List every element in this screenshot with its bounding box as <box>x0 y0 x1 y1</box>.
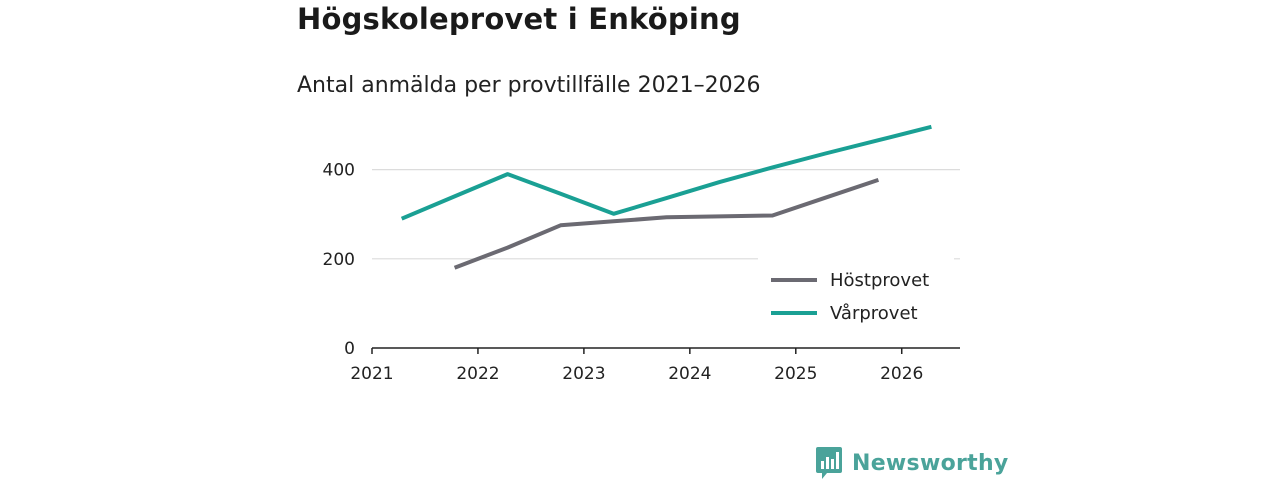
y-tick-label: 200 <box>323 250 355 270</box>
series-line-höstprovet <box>453 178 880 270</box>
brand-name: Newsworthy <box>852 450 1009 476</box>
newsworthy-logo-icon <box>816 447 842 479</box>
legend-label: Höstprovet <box>830 270 929 291</box>
x-tick-label: 2021 <box>350 364 393 384</box>
legend-label: Vårprovet <box>830 303 918 324</box>
y-tick-label: 400 <box>323 161 355 181</box>
series-line-vårprovet <box>400 124 932 221</box>
legend: Höstprovet Vårprovet <box>758 258 954 336</box>
x-tick-label: 2023 <box>562 364 605 384</box>
x-tick-label: 2025 <box>774 364 817 384</box>
x-axis: 2021 2022 2023 2024 2025 2026 <box>350 347 960 384</box>
legend-background <box>758 258 954 336</box>
y-axis-labels: 0 200 400 <box>323 161 355 359</box>
chart-subtitle: Antal anmälda per provtillfälle 2021–202… <box>297 73 761 98</box>
x-tick-label: 2024 <box>668 364 711 384</box>
newsworthy-brand: Newsworthy <box>815 446 1009 480</box>
x-tick-label: 2022 <box>456 364 499 384</box>
y-tick-label: 0 <box>344 339 355 359</box>
series-lines <box>400 124 932 270</box>
x-tick-label: 2026 <box>880 364 923 384</box>
chart-title: Högskoleprovet i Enköping <box>297 2 741 36</box>
